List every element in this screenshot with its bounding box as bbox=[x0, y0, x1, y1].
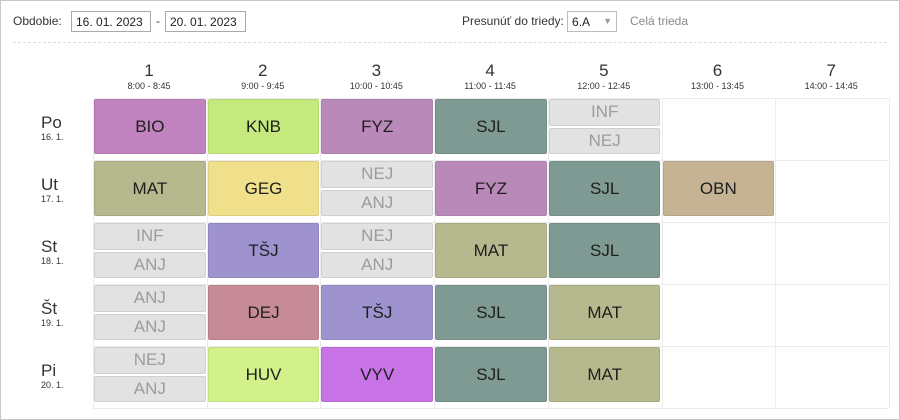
day-header-Pi: Pi 20. 1. bbox=[41, 361, 101, 390]
lesson-cell[interactable]: SJL bbox=[548, 161, 661, 216]
day-header-Ut: Ut 17. 1. bbox=[41, 175, 101, 204]
period-header-2: 2 9:00 - 9:45 bbox=[207, 61, 319, 92]
day-header-Št: Št 19. 1. bbox=[41, 299, 101, 328]
chevron-down-icon: ▼ bbox=[603, 16, 612, 26]
day-date: 17. 1. bbox=[41, 194, 64, 204]
period-number: 7 bbox=[826, 61, 836, 80]
period-header-4: 4 11:00 - 11:45 bbox=[434, 61, 546, 92]
period-header-3: 3 10:00 - 10:45 bbox=[320, 61, 432, 92]
lesson-cell[interactable]: FYZ bbox=[321, 99, 434, 154]
lesson-cell[interactable]: SJL bbox=[435, 99, 547, 154]
day-name: Pi bbox=[41, 361, 57, 380]
grid-line bbox=[93, 98, 94, 408]
day-header-St: St 18. 1. bbox=[41, 237, 101, 266]
period-header-1: 1 8:00 - 8:45 bbox=[93, 61, 205, 92]
class-select-value: 6.A bbox=[572, 15, 591, 29]
period-time: 13:00 - 13:45 bbox=[690, 81, 745, 91]
day-name: Ut bbox=[41, 175, 58, 194]
period-number: 6 bbox=[712, 61, 723, 80]
period-time: 9:00 - 9:45 bbox=[241, 81, 285, 91]
lesson-cell[interactable]: VYV bbox=[321, 347, 434, 402]
day-date: 19. 1. bbox=[41, 318, 64, 328]
grid-line bbox=[775, 98, 777, 408]
lesson-cell[interactable]: KNB bbox=[207, 99, 320, 154]
whole-class-link[interactable]: Celá trieda bbox=[630, 14, 689, 28]
lesson-cell[interactable]: SJL bbox=[435, 285, 547, 340]
move-to-class-label: Presunúť do triedy: bbox=[462, 14, 564, 28]
day-date: 16. 1. bbox=[41, 132, 64, 142]
date-separator: - bbox=[156, 14, 160, 28]
lesson-cell-split[interactable]: INF bbox=[94, 223, 206, 250]
period-number: 1 bbox=[144, 61, 154, 80]
grid-line bbox=[93, 346, 889, 347]
period-number: 2 bbox=[257, 61, 268, 80]
lesson-cell[interactable]: BIO bbox=[94, 99, 206, 154]
grid-line bbox=[661, 98, 663, 408]
lesson-cell[interactable]: MAT bbox=[94, 161, 206, 216]
lesson-cell-split[interactable]: ANJ bbox=[321, 189, 434, 216]
grid-line bbox=[93, 222, 889, 223]
toolbar: Obdobie: 16. 01. 2023 - 20. 01. 2023 Pre… bbox=[13, 11, 887, 33]
grid-line bbox=[888, 98, 890, 408]
period-header-7: 7 14:00 - 14:45 bbox=[775, 61, 887, 92]
lesson-cell[interactable]: TŠJ bbox=[321, 285, 434, 340]
lesson-cell[interactable]: MAT bbox=[548, 285, 661, 340]
lesson-cell-split[interactable]: ANJ bbox=[94, 375, 206, 402]
lesson-cell-split[interactable]: ANJ bbox=[94, 313, 206, 340]
toolbar-divider bbox=[13, 42, 887, 43]
lesson-cell[interactable]: TŠJ bbox=[207, 223, 320, 278]
lesson-cell[interactable]: FYZ bbox=[435, 161, 547, 216]
period-label: Obdobie: bbox=[13, 14, 62, 28]
grid-line bbox=[547, 98, 549, 408]
lesson-cell[interactable]: SJL bbox=[548, 223, 661, 278]
grid-line bbox=[93, 408, 889, 409]
lesson-cell[interactable]: OBN bbox=[662, 161, 775, 216]
lesson-cell[interactable]: SJL bbox=[435, 347, 547, 402]
period-time: 14:00 - 14:45 bbox=[804, 81, 858, 91]
class-select[interactable]: 6.A ▼ bbox=[567, 11, 617, 32]
day-date: 20. 1. bbox=[41, 380, 64, 390]
lesson-cell-split[interactable]: NEJ bbox=[321, 161, 434, 188]
day-header-Po: Po 16. 1. bbox=[41, 113, 101, 142]
lesson-cell[interactable]: GEG bbox=[207, 161, 320, 216]
period-time: 12:00 - 12:45 bbox=[577, 81, 631, 91]
date-from-input[interactable]: 16. 01. 2023 bbox=[71, 11, 151, 32]
period-time: 10:00 - 10:45 bbox=[349, 81, 403, 91]
lesson-cell[interactable]: HUV bbox=[207, 347, 320, 402]
period-header-6: 6 13:00 - 13:45 bbox=[662, 61, 774, 92]
grid-line bbox=[93, 284, 889, 285]
period-time: 8:00 - 8:45 bbox=[127, 81, 171, 91]
grid-line bbox=[93, 98, 889, 99]
period-time: 11:00 - 11:45 bbox=[464, 81, 516, 91]
day-date: 18. 1. bbox=[41, 256, 64, 266]
period-number: 3 bbox=[371, 61, 382, 80]
lesson-cell-split[interactable]: INF bbox=[548, 99, 661, 126]
day-name: Št bbox=[41, 299, 58, 318]
period-number: 4 bbox=[485, 61, 495, 80]
lesson-cell-split[interactable]: NEJ bbox=[321, 223, 434, 250]
lesson-cell-split[interactable]: ANJ bbox=[321, 251, 434, 278]
day-name: St bbox=[41, 237, 58, 256]
period-number: 5 bbox=[599, 61, 609, 80]
day-name: Po bbox=[41, 113, 62, 132]
lesson-cell-split[interactable]: NEJ bbox=[94, 347, 206, 374]
lesson-cell-split[interactable]: ANJ bbox=[94, 285, 206, 312]
lesson-cell-split[interactable]: NEJ bbox=[548, 127, 661, 154]
lesson-cell[interactable]: MAT bbox=[435, 223, 547, 278]
grid-line bbox=[434, 98, 436, 408]
lesson-cell[interactable]: MAT bbox=[548, 347, 661, 402]
grid-line bbox=[206, 98, 208, 408]
grid-line bbox=[93, 160, 889, 161]
lesson-cell-split[interactable]: ANJ bbox=[94, 251, 206, 278]
grid-line bbox=[320, 98, 322, 408]
date-to-input[interactable]: 20. 01. 2023 bbox=[165, 11, 246, 32]
period-header-5: 5 12:00 - 12:45 bbox=[548, 61, 660, 92]
lesson-cell[interactable]: DEJ bbox=[207, 285, 320, 340]
